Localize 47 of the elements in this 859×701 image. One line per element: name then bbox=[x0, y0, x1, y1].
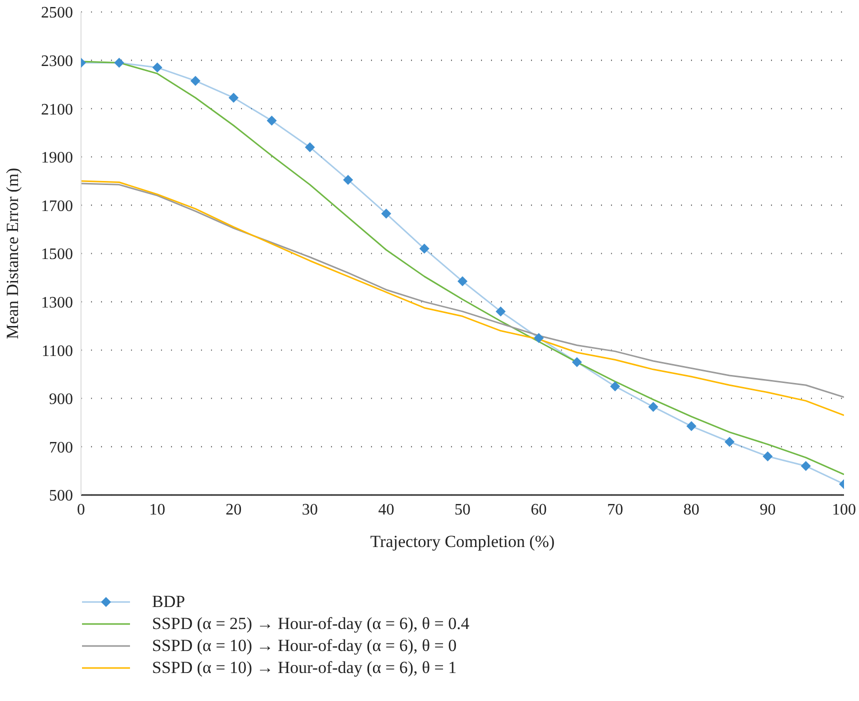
x-tick-label: 40 bbox=[378, 501, 394, 518]
y-tick-label: 1700 bbox=[41, 198, 73, 215]
x-tick-label: 10 bbox=[149, 501, 166, 518]
y-axis-title: Mean Distance Error (m) bbox=[3, 168, 22, 340]
x-tick-label: 80 bbox=[683, 501, 700, 518]
point bbox=[190, 76, 200, 86]
y-tick-label: 2100 bbox=[41, 101, 73, 118]
y-tick-label: 900 bbox=[49, 391, 73, 408]
x-tick-label: 60 bbox=[530, 501, 547, 518]
legend-label: BDP bbox=[152, 592, 186, 612]
point bbox=[496, 306, 506, 316]
point bbox=[610, 381, 620, 392]
x-tick-label: 50 bbox=[454, 501, 470, 518]
x-tick-label: 90 bbox=[760, 501, 776, 518]
point bbox=[343, 174, 354, 185]
legend-label: SSPD (α = 25) → Hour-of-day (α = 6), θ = 0.4 bbox=[152, 614, 470, 634]
point bbox=[572, 357, 582, 368]
point bbox=[648, 402, 658, 412]
point bbox=[800, 461, 811, 472]
y-tick-label: 1100 bbox=[42, 342, 73, 360]
point bbox=[266, 116, 277, 126]
point bbox=[724, 436, 735, 447]
point bbox=[304, 142, 315, 152]
x-tick-label: 30 bbox=[302, 501, 318, 518]
point bbox=[458, 276, 468, 286]
y-tick-label: 700 bbox=[49, 439, 73, 456]
point bbox=[228, 92, 239, 103]
y-tick-label: 500 bbox=[49, 488, 73, 505]
point bbox=[762, 451, 773, 462]
point bbox=[419, 244, 430, 254]
point bbox=[152, 62, 162, 73]
x-tick-label: 20 bbox=[226, 501, 242, 518]
x-tick-label: 100 bbox=[832, 501, 856, 518]
x-axis-title: Trajectory Completion (%) bbox=[370, 532, 555, 551]
y-tick-label: 2300 bbox=[41, 52, 73, 70]
point bbox=[534, 333, 544, 344]
legend-label: SSPD (α = 10) → Hour-of-day (α = 6), θ = 0 bbox=[152, 636, 457, 656]
point bbox=[686, 421, 696, 432]
point bbox=[114, 58, 124, 68]
y-tick-label: 2500 bbox=[41, 4, 73, 22]
y-tick-label: 1300 bbox=[41, 294, 73, 312]
y-tick-label: 1500 bbox=[41, 246, 73, 264]
point bbox=[381, 208, 392, 219]
x-tick-label: 0 bbox=[77, 501, 85, 518]
y-tick-label: 1900 bbox=[41, 150, 73, 167]
legend-label: SSPD (α = 10) → Hour-of-day (α = 6), θ = 1 bbox=[152, 658, 457, 678]
x-tick-label: 70 bbox=[607, 501, 624, 518]
